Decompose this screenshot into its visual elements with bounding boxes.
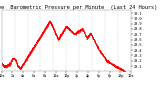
Title: Milwaukee  Barometric Pressure per Minute  (Last 24 Hours): Milwaukee Barometric Pressure per Minute… [0, 5, 157, 10]
